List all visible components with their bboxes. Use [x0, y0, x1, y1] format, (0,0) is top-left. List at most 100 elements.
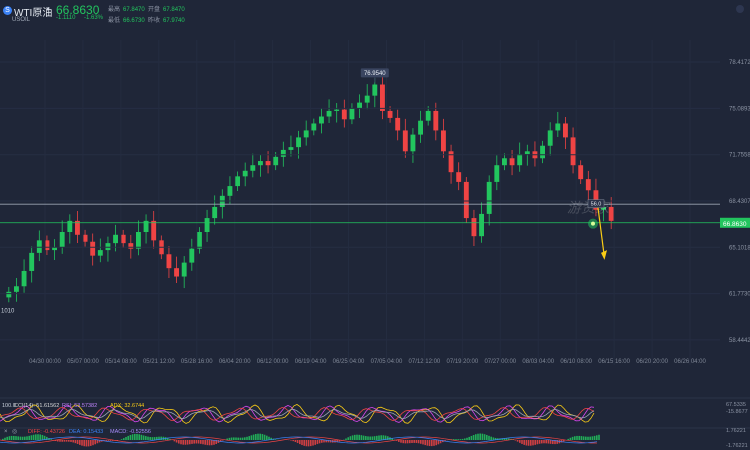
candle-body — [265, 161, 271, 166]
macd-bar — [39, 434, 41, 440]
macd-bar — [373, 436, 376, 440]
macd-bar — [204, 440, 206, 445]
macd-bar — [505, 438, 508, 440]
candle-body — [52, 247, 58, 251]
time-tick: 05/28 16:00 — [181, 359, 213, 365]
macd-bar — [74, 440, 77, 444]
macd-bar — [76, 440, 79, 445]
macd-bar — [303, 440, 305, 446]
macd-bar — [453, 439, 455, 440]
macd-bar — [149, 436, 151, 440]
macd-panel: 1.76221 -1.76221 × ◎ DIFF: -0.43726 DEA: 0.15… — [0, 427, 750, 449]
candle-body — [151, 220, 157, 241]
macd-bar — [519, 440, 521, 443]
chevron-down-icon[interactable]: ▾ — [46, 6, 50, 13]
macd-bar — [2, 438, 4, 440]
price-tick: 75.0893 — [729, 106, 750, 112]
time-tick: 08/03 04:00 — [522, 359, 554, 365]
time-tick: 07/27 00:00 — [484, 359, 516, 365]
price-chart[interactable]: 78.4172 75.0893 71.7558 68.4307 65.1018 61.77… — [0, 30, 750, 450]
chart-header: S WTI原油 ▾ 66.8630 USOIL -1.1110 -1.63% 最… — [0, 0, 750, 30]
macd-bar — [140, 434, 143, 440]
macd-bar — [400, 440, 402, 443]
macd-bar — [349, 436, 352, 440]
macd-bar — [226, 438, 228, 440]
candles — [6, 74, 614, 303]
macd-bar — [549, 440, 552, 444]
symbol-name[interactable]: WTI原油 — [14, 8, 53, 19]
candle-body — [227, 186, 233, 196]
macd-bar — [318, 440, 321, 444]
macd-bar — [211, 440, 213, 446]
macd-bar — [596, 435, 598, 440]
macd-bar — [413, 440, 415, 443]
candle-body — [318, 116, 324, 124]
macd-bar — [591, 436, 594, 440]
candle-body — [90, 241, 96, 256]
macd-bar — [314, 440, 316, 445]
macd-bar — [437, 440, 440, 445]
menu-icon[interactable] — [736, 5, 744, 13]
macd-bar — [257, 433, 259, 440]
macd-bar — [129, 434, 132, 440]
macd-bar — [37, 434, 39, 440]
macd-bar — [169, 438, 171, 440]
macd-bar — [578, 435, 580, 440]
time-tick: 06/19 04:00 — [295, 359, 327, 365]
macd-bar — [230, 437, 233, 440]
macd-bar — [274, 439, 277, 440]
macd-bar — [244, 437, 246, 440]
macd-bar — [483, 434, 486, 440]
stat-prev-close: 昨收 67.9740 — [148, 18, 185, 24]
macd-bar — [523, 440, 525, 445]
candle-body — [540, 145, 546, 159]
candle-body — [372, 84, 378, 96]
symbol-code: USOIL — [12, 17, 31, 23]
macd-bar — [173, 440, 176, 442]
macd-bar — [138, 434, 140, 440]
time-tick: 05/21 12:00 — [143, 359, 175, 365]
candle-body — [67, 220, 73, 232]
macd-bar — [263, 434, 266, 440]
macd-bar — [503, 438, 506, 440]
macd-bar — [43, 435, 46, 440]
candle-body — [326, 110, 332, 117]
macd-bar — [26, 436, 28, 440]
macd-bar — [354, 434, 356, 440]
macd-bar — [404, 440, 407, 444]
macd-bar — [158, 436, 160, 440]
candle-body — [570, 137, 576, 166]
macd-bar — [237, 437, 239, 440]
candle-body — [334, 109, 340, 111]
macd-bar — [367, 436, 369, 440]
candle-body — [303, 130, 309, 138]
macd-bar — [345, 438, 347, 440]
macd-bar — [83, 440, 85, 447]
macd-bar — [105, 440, 107, 441]
candle-body — [189, 248, 195, 263]
macd-bar — [486, 434, 488, 440]
candle-body — [433, 110, 439, 131]
macd-bar — [54, 440, 57, 442]
macd-bar — [356, 434, 358, 440]
macd-bar — [587, 436, 589, 440]
macd-bar — [325, 440, 327, 443]
time-axis: 04/30 00:00 05/07 00:00 05/14 08:00 05/21 1… — [29, 40, 707, 365]
macd-bar — [30, 435, 33, 440]
candle-body — [166, 254, 172, 269]
macd-bar — [134, 433, 136, 440]
macd-bar — [28, 435, 30, 440]
symbol-icon: S — [3, 6, 12, 15]
macd-bar — [545, 440, 547, 444]
macd-bar — [127, 435, 129, 440]
macd-bar — [50, 439, 52, 440]
macd-bar — [409, 440, 411, 444]
macd-bar — [233, 437, 235, 440]
macd-bar — [178, 440, 180, 444]
macd-bar — [585, 436, 587, 440]
macd-bar — [310, 440, 312, 447]
candle-body — [36, 240, 42, 253]
candle-body — [578, 165, 584, 180]
arrowhead-icon — [601, 250, 607, 260]
macd-bar — [197, 440, 200, 444]
